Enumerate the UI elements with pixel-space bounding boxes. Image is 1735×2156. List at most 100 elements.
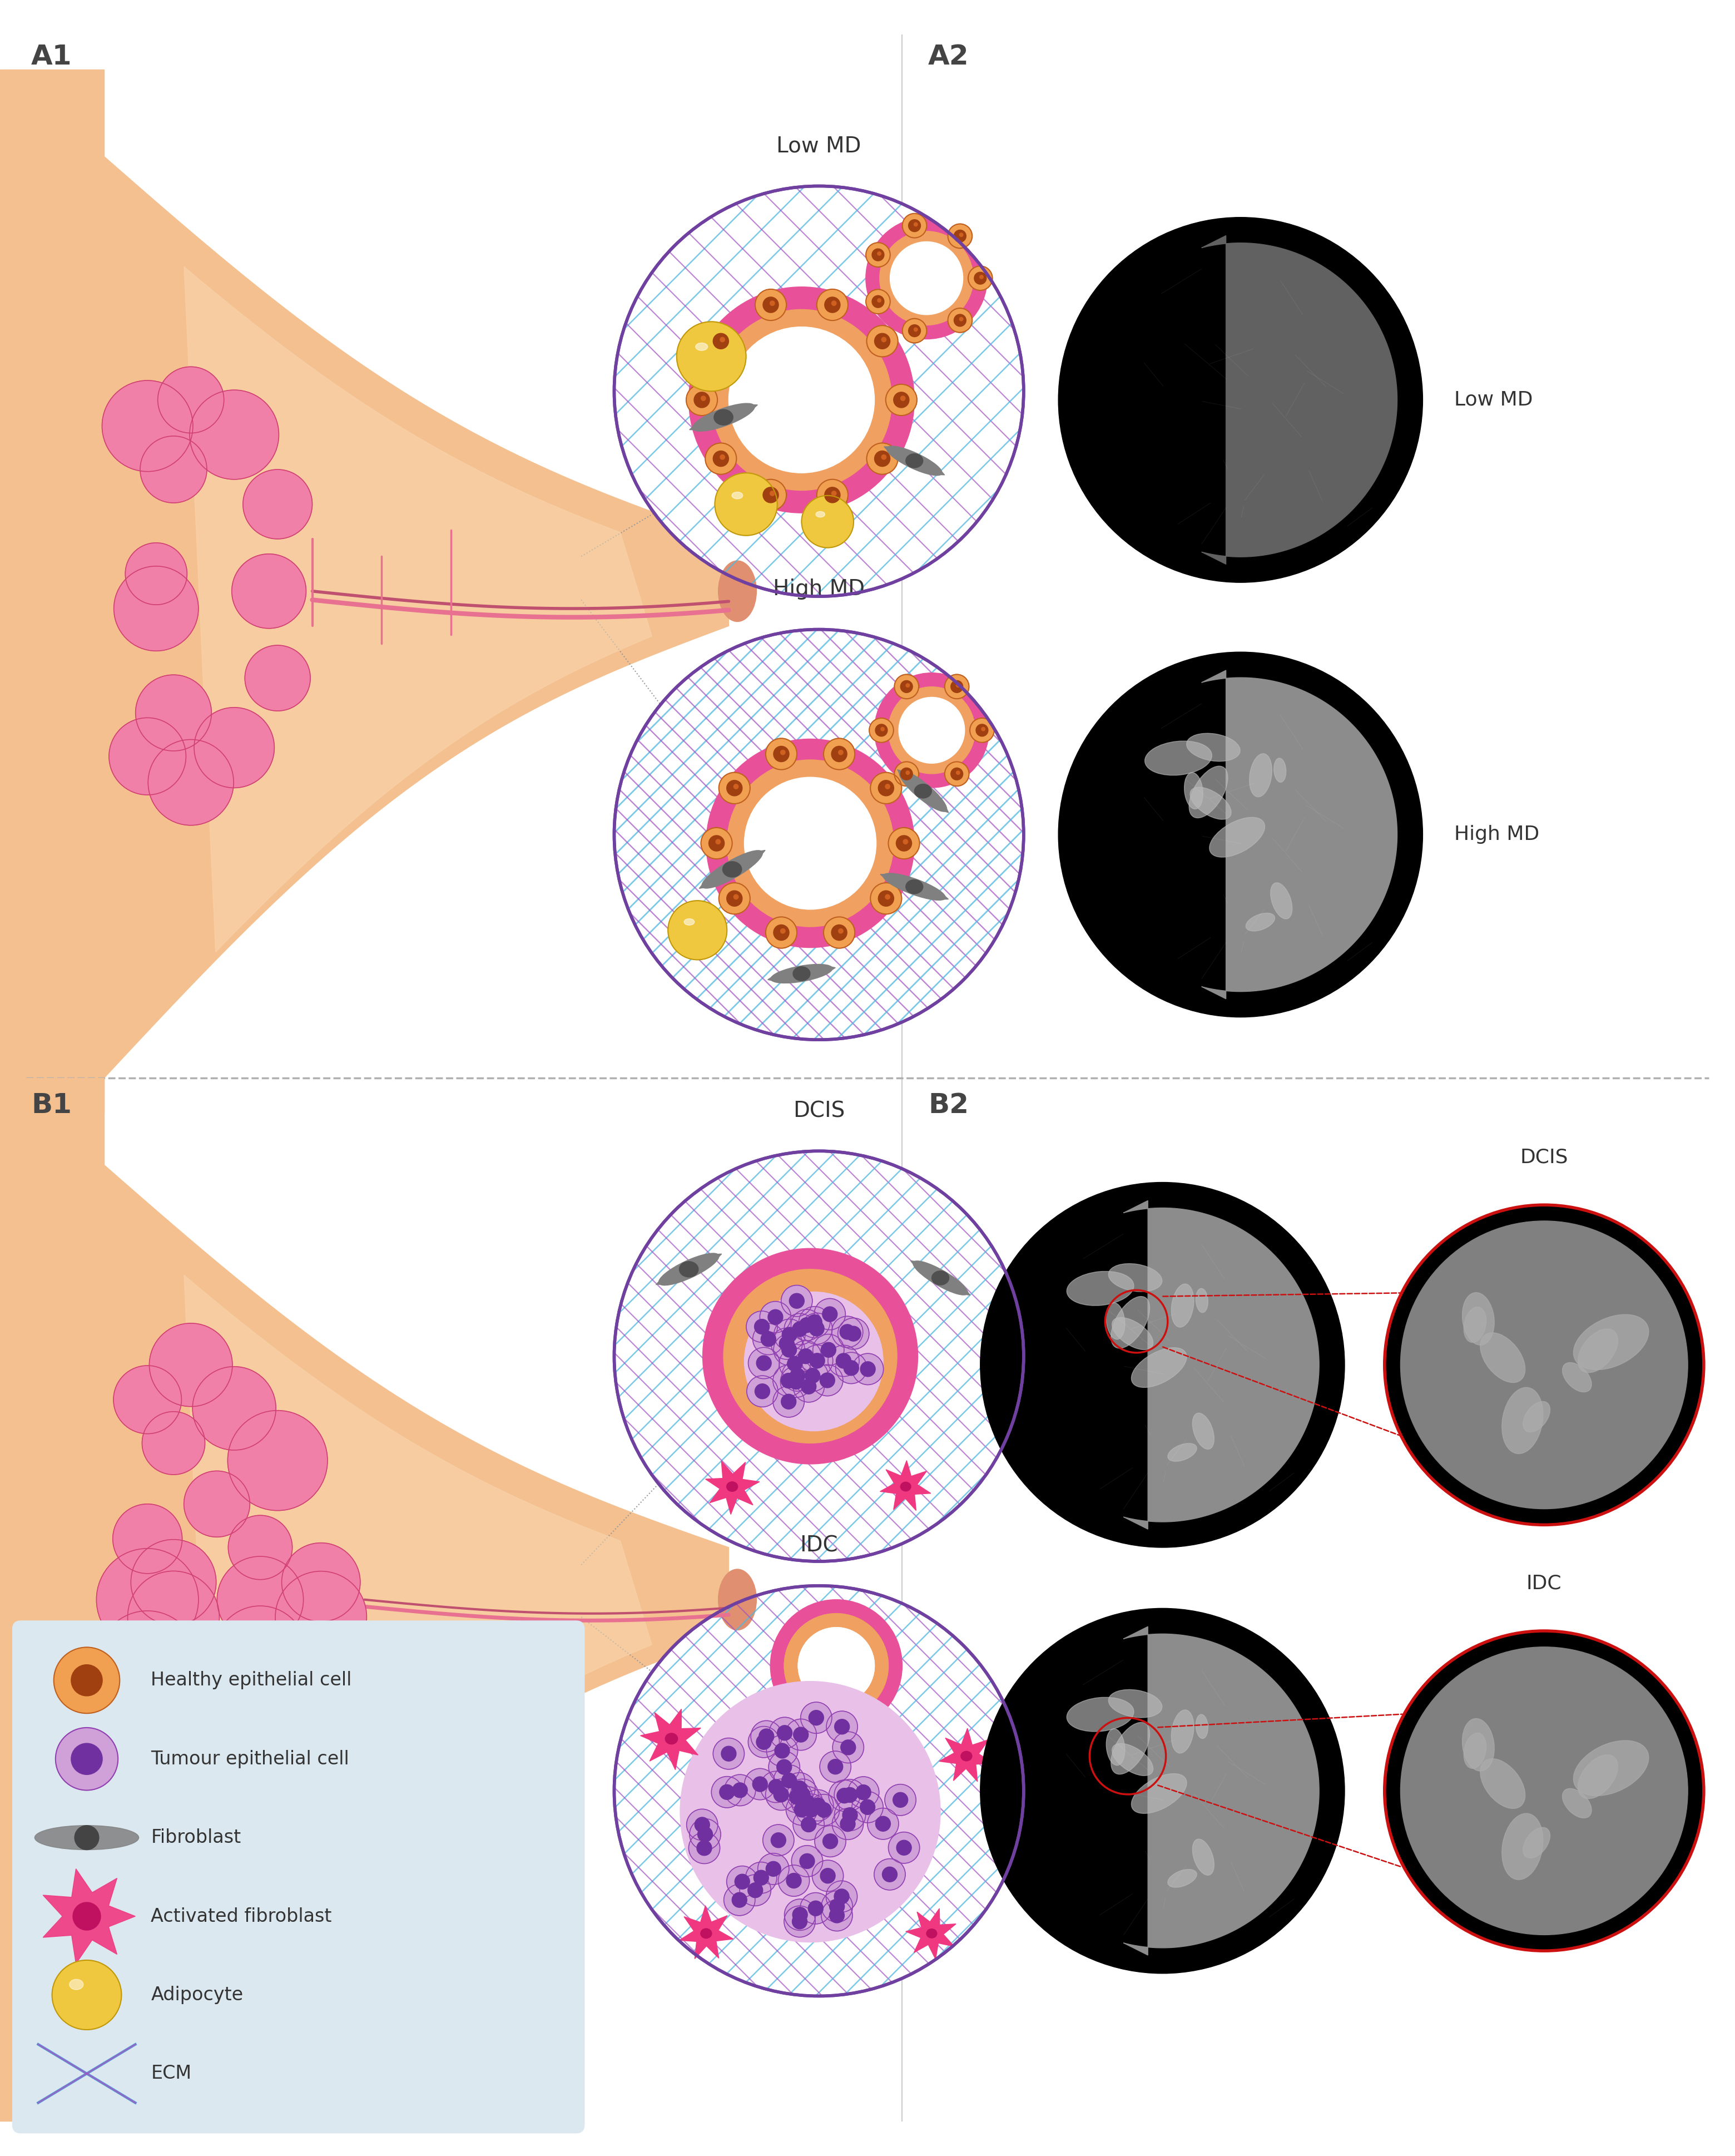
Circle shape — [904, 839, 907, 843]
Polygon shape — [743, 405, 758, 414]
Circle shape — [786, 1794, 817, 1826]
Ellipse shape — [1110, 1723, 1150, 1774]
Ellipse shape — [815, 511, 824, 517]
Circle shape — [835, 1779, 866, 1811]
Circle shape — [824, 487, 840, 502]
Circle shape — [840, 1818, 855, 1830]
Ellipse shape — [926, 1930, 937, 1938]
Ellipse shape — [701, 849, 763, 888]
Text: DCIS: DCIS — [1520, 1147, 1568, 1166]
Circle shape — [614, 185, 1024, 597]
Text: Adipocyte: Adipocyte — [151, 1986, 243, 2005]
Circle shape — [723, 1774, 755, 1807]
Circle shape — [821, 1899, 852, 1932]
Text: DCIS: DCIS — [793, 1100, 845, 1121]
Circle shape — [770, 1833, 786, 1848]
Circle shape — [802, 1345, 833, 1376]
Ellipse shape — [1480, 1759, 1525, 1809]
Circle shape — [734, 1874, 750, 1889]
Circle shape — [694, 392, 710, 407]
Polygon shape — [0, 69, 104, 1112]
Circle shape — [868, 326, 899, 356]
Circle shape — [824, 916, 855, 949]
Circle shape — [805, 1369, 821, 1384]
Circle shape — [980, 1181, 1345, 1548]
Circle shape — [97, 1548, 198, 1651]
Circle shape — [111, 1764, 184, 1837]
Circle shape — [763, 298, 779, 313]
Circle shape — [151, 1794, 231, 1874]
Circle shape — [718, 882, 750, 914]
Circle shape — [689, 287, 914, 513]
Circle shape — [835, 1889, 848, 1904]
Ellipse shape — [1523, 1828, 1549, 1858]
Polygon shape — [104, 157, 729, 1078]
Circle shape — [826, 1712, 857, 1742]
Circle shape — [723, 1884, 755, 1915]
Polygon shape — [1202, 671, 1397, 998]
Circle shape — [748, 1727, 779, 1757]
Polygon shape — [956, 1285, 970, 1296]
Ellipse shape — [659, 1253, 718, 1285]
Ellipse shape — [1107, 1729, 1124, 1766]
Ellipse shape — [1185, 772, 1202, 808]
Circle shape — [840, 1324, 855, 1339]
Circle shape — [774, 1335, 805, 1365]
Ellipse shape — [899, 770, 947, 811]
Ellipse shape — [1562, 1363, 1591, 1393]
Circle shape — [829, 1899, 845, 1915]
Text: Activated fibroblast: Activated fibroblast — [151, 1908, 331, 1925]
Circle shape — [838, 1317, 869, 1350]
Ellipse shape — [887, 446, 942, 476]
Circle shape — [819, 1751, 850, 1783]
Circle shape — [800, 1794, 814, 1809]
Circle shape — [770, 492, 774, 496]
Polygon shape — [933, 890, 949, 899]
Circle shape — [179, 1656, 255, 1733]
Circle shape — [838, 750, 843, 755]
Ellipse shape — [1503, 1813, 1542, 1880]
Circle shape — [139, 1723, 208, 1789]
Ellipse shape — [1190, 787, 1232, 819]
Polygon shape — [935, 800, 949, 813]
Ellipse shape — [906, 453, 923, 468]
Circle shape — [828, 1345, 859, 1376]
Circle shape — [765, 1861, 781, 1876]
Circle shape — [956, 683, 959, 688]
Circle shape — [727, 780, 743, 796]
Circle shape — [141, 436, 206, 502]
Ellipse shape — [692, 403, 755, 431]
Ellipse shape — [1464, 1733, 1487, 1768]
Ellipse shape — [1107, 1302, 1124, 1339]
Circle shape — [795, 1787, 810, 1802]
Circle shape — [798, 1307, 829, 1337]
Circle shape — [135, 675, 212, 750]
Circle shape — [793, 1809, 824, 1839]
Circle shape — [848, 1777, 880, 1809]
Ellipse shape — [1574, 1740, 1648, 1796]
Ellipse shape — [69, 1979, 83, 1990]
Circle shape — [802, 496, 854, 548]
Circle shape — [876, 1815, 890, 1830]
Circle shape — [614, 1151, 1024, 1561]
Circle shape — [894, 1792, 907, 1807]
Circle shape — [774, 746, 789, 761]
Circle shape — [753, 1869, 769, 1884]
Circle shape — [822, 1835, 838, 1850]
Circle shape — [861, 1800, 874, 1815]
Circle shape — [890, 241, 963, 315]
Circle shape — [909, 326, 921, 336]
Circle shape — [829, 1781, 861, 1811]
Circle shape — [687, 1809, 718, 1841]
Ellipse shape — [1523, 1401, 1549, 1432]
Circle shape — [784, 1613, 888, 1718]
Ellipse shape — [1188, 765, 1228, 817]
Circle shape — [115, 567, 198, 651]
Circle shape — [793, 1371, 824, 1401]
Circle shape — [802, 1789, 833, 1822]
Polygon shape — [822, 964, 835, 975]
Polygon shape — [708, 1255, 722, 1263]
Circle shape — [871, 882, 902, 914]
Ellipse shape — [883, 873, 946, 901]
Circle shape — [843, 1807, 857, 1822]
